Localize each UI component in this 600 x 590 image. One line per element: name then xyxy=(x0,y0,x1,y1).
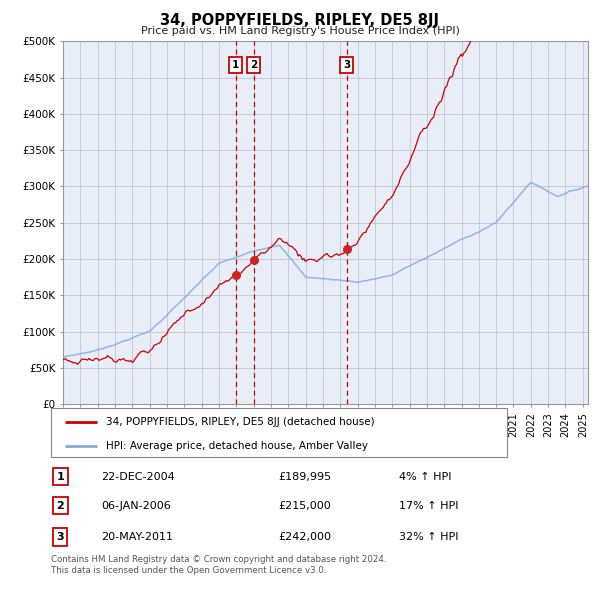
Text: HPI: Average price, detached house, Amber Valley: HPI: Average price, detached house, Ambe… xyxy=(106,441,368,451)
Text: Contains HM Land Registry data © Crown copyright and database right 2024.
This d: Contains HM Land Registry data © Crown c… xyxy=(51,555,386,575)
Text: 34, POPPYFIELDS, RIPLEY, DE5 8JJ (detached house): 34, POPPYFIELDS, RIPLEY, DE5 8JJ (detach… xyxy=(106,417,374,427)
Text: Price paid vs. HM Land Registry's House Price Index (HPI): Price paid vs. HM Land Registry's House … xyxy=(140,26,460,36)
Text: £242,000: £242,000 xyxy=(278,532,331,542)
Text: 17% ↑ HPI: 17% ↑ HPI xyxy=(399,501,458,511)
Text: 32% ↑ HPI: 32% ↑ HPI xyxy=(399,532,458,542)
Text: 3: 3 xyxy=(343,60,350,70)
Text: 1: 1 xyxy=(56,471,64,481)
Text: 20-MAY-2011: 20-MAY-2011 xyxy=(101,532,173,542)
Text: 2: 2 xyxy=(250,60,257,70)
Text: 2: 2 xyxy=(56,501,64,511)
Text: £189,995: £189,995 xyxy=(278,471,331,481)
Text: 22-DEC-2004: 22-DEC-2004 xyxy=(101,471,175,481)
Text: £215,000: £215,000 xyxy=(278,501,331,511)
Text: 06-JAN-2006: 06-JAN-2006 xyxy=(101,501,171,511)
Text: 34, POPPYFIELDS, RIPLEY, DE5 8JJ: 34, POPPYFIELDS, RIPLEY, DE5 8JJ xyxy=(161,13,439,28)
Text: 3: 3 xyxy=(56,532,64,542)
Text: 1: 1 xyxy=(232,60,239,70)
Text: 4% ↑ HPI: 4% ↑ HPI xyxy=(399,471,451,481)
